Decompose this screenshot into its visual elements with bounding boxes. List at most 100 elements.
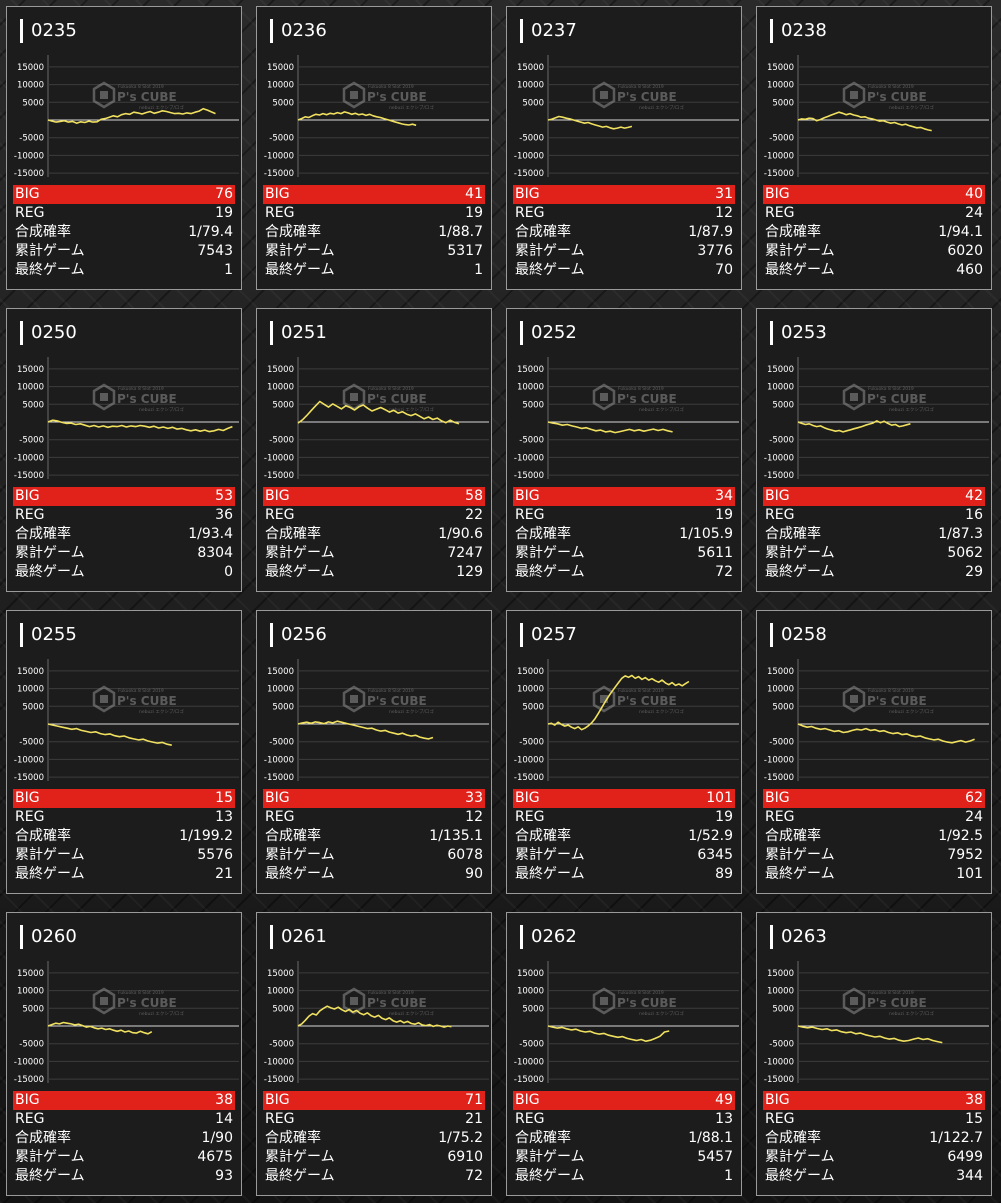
watermark-top-text: Fukuoka 8 Slot 2019 xyxy=(618,688,664,694)
y-tick-label: -5000 xyxy=(519,436,544,446)
y-tick-label: -10000 xyxy=(764,151,794,161)
watermark-bottom-text: nebuzi エクシブ/ロゴ xyxy=(639,708,684,715)
stat-value: 1/105.9 xyxy=(679,526,733,542)
watermark-main-text: P's CUBE xyxy=(117,694,177,708)
machine-card-0255[interactable]: 0255 15000 10000 5000 -5000 -10000 -15000 Fukuo… xyxy=(6,610,242,894)
last-games-row: 最終ゲーム 129 xyxy=(263,563,485,582)
slump-chart: 15000 10000 5000 -5000 -10000 -15000 Fukuoka 8… xyxy=(514,357,739,481)
total-games-row: 累計ゲーム 7543 xyxy=(13,242,235,261)
machine-number: 0251 xyxy=(270,321,470,345)
machine-card-0260[interactable]: 0260 15000 10000 5000 -5000 -10000 -15000 Fukuo… xyxy=(6,912,242,1196)
combined-probability-row: 合成確率 1/88.7 xyxy=(263,223,485,242)
machine-card-0256[interactable]: 0256 15000 10000 5000 -5000 -10000 -15000 Fukuo… xyxy=(256,610,492,894)
machine-card-0238[interactable]: 0238 15000 10000 5000 -5000 -10000 -15000 Fukuo… xyxy=(756,6,992,290)
big-row: BIG 41 xyxy=(263,185,485,204)
stat-label: 最終ゲーム xyxy=(265,564,335,580)
y-tick-label: 5000 xyxy=(522,1004,544,1014)
cube-logo-icon xyxy=(342,81,366,109)
stat-value: 7247 xyxy=(447,545,483,561)
total-games-row: 累計ゲーム 6910 xyxy=(263,1148,485,1167)
stats-table: BIG 40 REG 24 合成確率 1/94.1 累計ゲーム 6020 最終ゲーム 460 xyxy=(763,185,985,280)
stat-value: 1/75.2 xyxy=(438,1130,483,1146)
big-row: BIG 34 xyxy=(513,487,735,506)
y-tick-label: 10000 xyxy=(767,81,794,91)
stats-table: BIG 34 REG 19 合成確率 1/105.9 累計ゲーム 5611 最終ゲーム 72 xyxy=(513,487,735,582)
y-tick-label: 10000 xyxy=(17,987,44,997)
stat-value: 6078 xyxy=(447,847,483,863)
y-tick-label: -10000 xyxy=(764,755,794,765)
machine-card-0262[interactable]: 0262 15000 10000 5000 -5000 -10000 -15000 Fukuo… xyxy=(506,912,742,1196)
stat-value: 24 xyxy=(965,205,983,221)
y-tick-label: -5000 xyxy=(769,134,794,144)
stats-table: BIG 71 REG 21 合成確率 1/75.2 累計ゲーム 6910 最終ゲーム 72 xyxy=(263,1091,485,1186)
last-games-row: 最終ゲーム 460 xyxy=(763,261,985,280)
big-row: BIG 15 xyxy=(13,789,235,808)
stat-value: 22 xyxy=(465,507,483,523)
stat-label: 最終ゲーム xyxy=(15,262,85,278)
machine-number: 0235 xyxy=(20,19,220,43)
y-tick-label: 5000 xyxy=(22,1004,44,1014)
last-games-row: 最終ゲーム 344 xyxy=(763,1167,985,1186)
y-tick-label: -15000 xyxy=(264,471,294,481)
y-tick-label: -10000 xyxy=(264,1057,294,1067)
machine-card-0257[interactable]: 0257 15000 10000 5000 -5000 -10000 -15000 Fukuo… xyxy=(506,610,742,894)
cube-logo-icon xyxy=(92,383,116,411)
watermark-main-text: P's CUBE xyxy=(617,90,677,104)
stat-label: 合成確率 xyxy=(515,1130,571,1146)
machine-card-0253[interactable]: 0253 15000 10000 5000 -5000 -10000 -15000 Fukuo… xyxy=(756,308,992,592)
stat-value: 1 xyxy=(474,262,483,278)
big-row: BIG 58 xyxy=(263,487,485,506)
slump-chart: 15000 10000 5000 -5000 -10000 -15000 Fukuoka 8… xyxy=(764,961,989,1085)
machine-card-0236[interactable]: 0236 15000 10000 5000 -5000 -10000 -15000 Fukuo… xyxy=(256,6,492,290)
combined-probability-row: 合成確率 1/79.4 xyxy=(13,223,235,242)
y-tick-label: 10000 xyxy=(767,987,794,997)
stat-value: 40 xyxy=(965,186,983,202)
slump-line xyxy=(547,421,673,434)
cube-logo-icon xyxy=(842,81,866,109)
machine-card-0252[interactable]: 0252 15000 10000 5000 -5000 -10000 -15000 Fukuo… xyxy=(506,308,742,592)
cube-logo-icon xyxy=(592,81,616,109)
reg-row: REG 24 xyxy=(763,808,985,827)
cube-logo-icon xyxy=(592,987,616,1015)
machine-card-0235[interactable]: 0235 15000 10000 5000 -5000 -10000 -15000 Fukuo… xyxy=(6,6,242,290)
y-tick-label: 15000 xyxy=(767,365,794,375)
cube-logo-icon xyxy=(842,685,866,713)
y-tick-label: -15000 xyxy=(514,169,544,179)
machine-card-0258[interactable]: 0258 15000 10000 5000 -5000 -10000 -15000 Fukuo… xyxy=(756,610,992,894)
stat-value: 19 xyxy=(715,507,733,523)
machine-card-0261[interactable]: 0261 15000 10000 5000 -5000 -10000 -15000 Fukuo… xyxy=(256,912,492,1196)
machine-card-0250[interactable]: 0250 15000 10000 5000 -5000 -10000 -15000 Fukuo… xyxy=(6,308,242,592)
watermark-bottom-text: nebuzi エクシブ/ロゴ xyxy=(889,104,934,111)
cube-logo-core xyxy=(100,997,108,1005)
stat-label: 累計ゲーム xyxy=(765,243,835,259)
big-row: BIG 42 xyxy=(763,487,985,506)
stat-label: 累計ゲーム xyxy=(265,545,335,561)
stat-label: BIG xyxy=(515,488,540,504)
machine-number: 0237 xyxy=(520,19,720,43)
y-tick-label: -10000 xyxy=(264,151,294,161)
machine-card-0237[interactable]: 0237 15000 10000 5000 -5000 -10000 -15000 Fukuo… xyxy=(506,6,742,290)
y-tick-label: -10000 xyxy=(14,1057,44,1067)
cube-logo-core xyxy=(600,393,608,401)
y-tick-label: 10000 xyxy=(17,383,44,393)
y-tick-label: 15000 xyxy=(267,969,294,979)
machine-card-0251[interactable]: 0251 15000 10000 5000 -5000 -10000 -15000 Fukuo… xyxy=(256,308,492,592)
y-tick-label: -10000 xyxy=(514,755,544,765)
slump-line xyxy=(47,723,172,746)
machine-card-0263[interactable]: 0263 15000 10000 5000 -5000 -10000 -15000 Fukuo… xyxy=(756,912,992,1196)
stat-value: 1 xyxy=(724,1168,733,1184)
total-games-row: 累計ゲーム 6020 xyxy=(763,242,985,261)
stat-label: 累計ゲーム xyxy=(515,1149,585,1165)
stat-value: 93 xyxy=(215,1168,233,1184)
y-tick-label: 5000 xyxy=(22,702,44,712)
watermark-main-text: P's CUBE xyxy=(367,392,427,406)
combined-probability-row: 合成確率 1/105.9 xyxy=(513,525,735,544)
stat-label: 合成確率 xyxy=(15,828,71,844)
watermark-top-text: Fukuoka 8 Slot 2019 xyxy=(618,84,664,90)
slump-line xyxy=(797,420,911,433)
stat-label: REG xyxy=(265,507,295,523)
